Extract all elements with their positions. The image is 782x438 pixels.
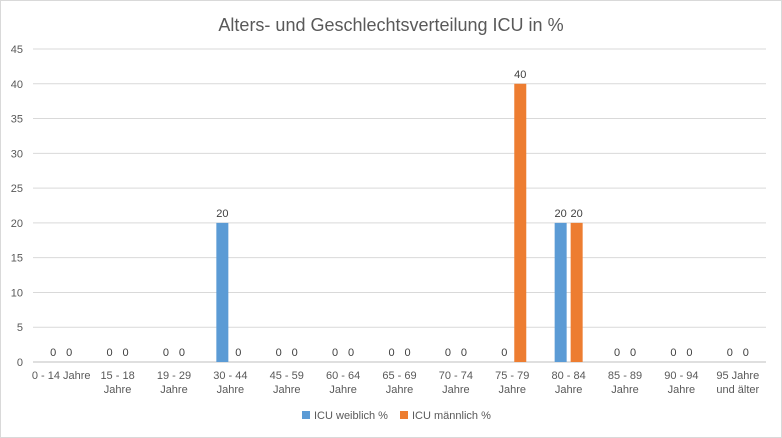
bar xyxy=(554,222,567,362)
data-label: 0 xyxy=(501,347,507,359)
bar xyxy=(216,222,229,362)
data-label: 0 xyxy=(743,347,749,359)
x-tick-label: 75 - 79 Jahre xyxy=(495,370,529,396)
y-tick-label: 45 xyxy=(11,44,23,56)
bars xyxy=(216,83,583,363)
x-tick-label: 95 Jahre und älter xyxy=(716,370,759,396)
y-tick-label: 30 xyxy=(11,148,23,160)
y-tick-label: 5 xyxy=(17,322,23,334)
data-label: 0 xyxy=(179,347,185,359)
y-tick-label: 15 xyxy=(11,253,23,265)
legend-swatch xyxy=(302,411,310,419)
bar xyxy=(514,83,527,363)
legend-label: ICU männlich % xyxy=(412,410,491,422)
data-label: 0 xyxy=(163,347,169,359)
y-axis-ticks: 0 5 10 15 20 25 30 35 40 45 xyxy=(11,44,23,369)
data-label: 0 xyxy=(388,347,394,359)
y-tick-label: 25 xyxy=(11,183,23,195)
x-tick-label: 15 - 18 Jahre xyxy=(100,370,134,396)
x-tick-label: 30 - 44 Jahre xyxy=(213,370,247,396)
data-label: 20 xyxy=(571,208,583,220)
data-label: 0 xyxy=(630,347,636,359)
data-label: 0 xyxy=(686,347,692,359)
data-label: 0 xyxy=(404,347,410,359)
gridlines xyxy=(33,48,766,363)
bar xyxy=(570,222,583,362)
chart-title: Alters- und Geschlechtsverteilung ICU in… xyxy=(218,15,563,35)
y-tick-label: 20 xyxy=(11,218,23,230)
x-tick-label: 65 - 69 Jahre xyxy=(382,370,416,396)
x-axis-ticks: 0 - 14 Jahre 15 - 18 Jahre 19 - 29 Jahre 30 -… xyxy=(32,370,760,396)
data-label: 0 xyxy=(332,347,338,359)
legend-label: ICU weiblich % xyxy=(314,410,388,422)
data-label: 0 xyxy=(107,347,113,359)
data-label: 0 xyxy=(670,347,676,359)
x-tick-label: 60 - 64 Jahre xyxy=(326,370,360,396)
data-label: 0 xyxy=(235,347,241,359)
data-label: 20 xyxy=(216,208,228,220)
data-label: 0 xyxy=(276,347,282,359)
x-tick-label: 90 - 94 Jahre xyxy=(664,370,698,396)
data-label: 0 xyxy=(123,347,129,359)
data-label: 0 xyxy=(614,347,620,359)
data-label: 0 xyxy=(348,347,354,359)
x-tick-label: 19 - 29 Jahre xyxy=(157,370,191,396)
y-tick-label: 35 xyxy=(11,114,23,126)
data-label: 20 xyxy=(555,208,567,220)
data-label: 0 xyxy=(292,347,298,359)
x-tick-label: 80 - 84 Jahre xyxy=(552,370,586,396)
y-tick-label: 0 xyxy=(17,357,23,369)
legend-swatch xyxy=(400,411,408,419)
data-label: 40 xyxy=(514,69,526,81)
data-label: 0 xyxy=(66,347,72,359)
data-label: 0 xyxy=(727,347,733,359)
x-tick-label: 70 - 74 Jahre xyxy=(439,370,473,396)
data-label: 0 xyxy=(50,347,56,359)
y-tick-label: 10 xyxy=(11,287,23,299)
x-tick-label: 85 - 89 Jahre xyxy=(608,370,642,396)
data-label: 0 xyxy=(461,347,467,359)
x-tick-label: 0 - 14 Jahre xyxy=(32,370,91,382)
x-tick-label: 45 - 59 Jahre xyxy=(270,370,304,396)
legend: ICU weiblich % ICU männlich % xyxy=(302,410,491,422)
y-tick-label: 40 xyxy=(11,79,23,91)
data-label: 0 xyxy=(445,347,451,359)
